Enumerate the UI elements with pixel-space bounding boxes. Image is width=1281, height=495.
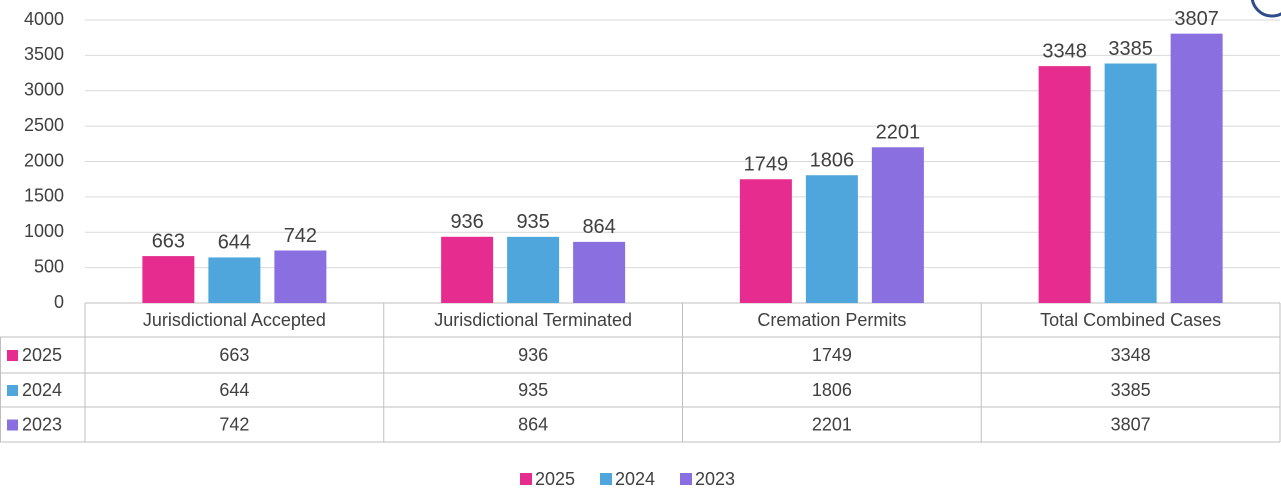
y-tick-label: 3500 <box>24 44 64 64</box>
y-tick-label: 2500 <box>24 115 64 135</box>
legend-swatch <box>520 473 532 485</box>
row-swatch <box>7 385 18 396</box>
bar <box>871 147 924 303</box>
y-tick-label: 0 <box>54 292 64 312</box>
bar <box>507 236 560 303</box>
data-label: 3385 <box>1108 38 1153 60</box>
bar <box>274 250 327 303</box>
bar <box>441 236 494 303</box>
bar <box>1104 63 1157 304</box>
table-cell: 935 <box>518 380 548 400</box>
bar <box>739 179 792 303</box>
data-label: 663 <box>152 230 185 252</box>
table-cell: 3385 <box>1111 380 1151 400</box>
data-label: 3807 <box>1174 8 1219 30</box>
y-tick-label: 2000 <box>24 150 64 170</box>
data-label: 742 <box>284 225 317 247</box>
data-label: 2201 <box>876 122 921 144</box>
x-tick-label: Total Combined Cases <box>1040 310 1221 330</box>
table-cell: 936 <box>518 345 548 365</box>
row-header: 2025 <box>22 345 62 365</box>
y-tick-label: 500 <box>34 256 64 276</box>
legend-swatch <box>600 473 612 485</box>
bar <box>1170 33 1223 303</box>
x-tick-label: Jurisdictional Terminated <box>434 310 632 330</box>
row-swatch <box>7 419 18 431</box>
table-cell: 1749 <box>812 345 852 365</box>
legend-label: 2024 <box>615 469 655 489</box>
data-label: 644 <box>218 232 251 254</box>
data-label: 1806 <box>810 150 855 172</box>
data-label: 935 <box>516 211 549 233</box>
row-header: 2023 <box>22 414 62 434</box>
y-tick-label: 1500 <box>24 186 64 206</box>
y-tick-label: 3000 <box>24 80 64 100</box>
x-tick-label: Jurisdictional Accepted <box>143 310 326 330</box>
y-tick-label: 4000 <box>24 9 64 29</box>
x-tick-label: Cremation Permits <box>757 310 906 330</box>
logo <box>1250 0 1281 18</box>
data-label: 1749 <box>744 154 789 176</box>
table-cell: 1806 <box>812 380 852 400</box>
data-label: 3348 <box>1042 40 1087 62</box>
table-cell: 644 <box>219 380 249 400</box>
table-cell: 3807 <box>1111 414 1151 434</box>
bar <box>805 175 858 303</box>
data-label: 864 <box>582 216 615 238</box>
data-label: 936 <box>450 211 483 233</box>
table-cell: 3348 <box>1111 345 1151 365</box>
row-header: 2024 <box>22 380 62 400</box>
table-cell: 663 <box>219 345 249 365</box>
legend-label: 2025 <box>535 469 575 489</box>
bar <box>208 257 261 303</box>
table-cell: 864 <box>518 414 548 434</box>
table-cell: 2201 <box>812 414 852 434</box>
y-tick-label: 1000 <box>24 221 64 241</box>
bar <box>573 241 626 303</box>
legend-label: 2023 <box>695 469 735 489</box>
bar <box>1038 66 1091 303</box>
legend-swatch <box>680 473 692 485</box>
table-cell: 742 <box>219 414 249 434</box>
bar <box>142 256 195 303</box>
row-swatch <box>7 350 18 361</box>
